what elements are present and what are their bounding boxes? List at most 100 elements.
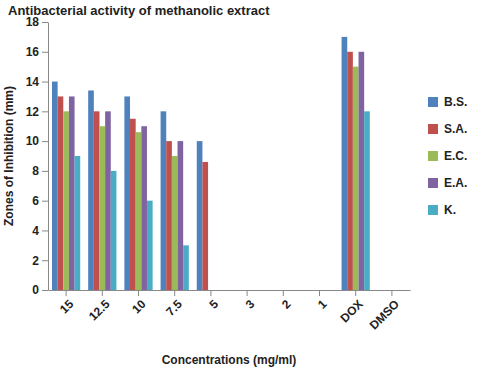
bar bbox=[88, 90, 94, 290]
bar bbox=[328, 290, 334, 291]
bars bbox=[52, 37, 370, 290]
y-tick-label: 12 bbox=[26, 105, 40, 119]
legend-label: K. bbox=[444, 203, 456, 217]
bar bbox=[250, 290, 256, 291]
y-tick-label: 8 bbox=[32, 164, 39, 178]
bar bbox=[322, 290, 328, 291]
bar bbox=[311, 290, 317, 291]
bar bbox=[136, 132, 142, 290]
x-tick-label: 3 bbox=[243, 297, 258, 312]
x-tick: 10 bbox=[129, 290, 149, 316]
x-tick-mark bbox=[102, 290, 103, 296]
y-tick-label: 10 bbox=[26, 134, 40, 148]
legend-swatch bbox=[428, 178, 438, 188]
bar bbox=[269, 290, 275, 291]
plot: 0246810121416181512.5107.55321DOXDMSO bbox=[26, 15, 411, 332]
bar bbox=[353, 67, 359, 290]
y-tick: 4 bbox=[32, 224, 48, 238]
bar bbox=[233, 290, 239, 291]
x-tick: 7.5 bbox=[163, 290, 185, 319]
y-tick-label: 2 bbox=[32, 254, 39, 268]
bar bbox=[172, 156, 178, 290]
y-tick: 14 bbox=[26, 75, 48, 89]
legend-swatch bbox=[428, 205, 438, 215]
bar bbox=[286, 290, 292, 291]
bar bbox=[364, 111, 370, 290]
bar bbox=[317, 290, 323, 291]
legend-label: B.S. bbox=[444, 95, 467, 109]
x-tick-mark bbox=[66, 290, 67, 296]
x-tick-label: 2 bbox=[279, 297, 294, 312]
bar bbox=[244, 290, 250, 291]
y-tick-label: 6 bbox=[32, 194, 39, 208]
series bbox=[75, 111, 370, 290]
y-tick-mark bbox=[42, 111, 48, 112]
x-tick-mark bbox=[247, 290, 248, 296]
x-tick-label: DOX bbox=[338, 297, 366, 325]
bar bbox=[147, 201, 153, 290]
x-tick-label: DMSO bbox=[367, 297, 402, 332]
y-axis: 024681012141618 bbox=[26, 15, 49, 297]
bar bbox=[94, 111, 100, 290]
x-tick: 2 bbox=[279, 290, 294, 312]
y-tick-label: 14 bbox=[26, 75, 40, 89]
legend-label: E.C. bbox=[444, 149, 467, 163]
chart: 0246810121416181512.5107.55321DOXDMSOAnt… bbox=[0, 0, 502, 374]
bar bbox=[105, 111, 111, 290]
x-tick: DOX bbox=[338, 290, 366, 325]
bar bbox=[292, 290, 298, 291]
bar bbox=[305, 290, 311, 291]
y-tick-label: 16 bbox=[26, 45, 40, 59]
y-tick-mark bbox=[42, 260, 48, 261]
bar bbox=[124, 96, 130, 290]
x-tick: 5 bbox=[206, 290, 221, 312]
bar bbox=[214, 290, 220, 291]
bar bbox=[52, 82, 58, 290]
series bbox=[52, 37, 347, 290]
bar bbox=[111, 171, 117, 290]
bar bbox=[383, 290, 389, 291]
x-tick-label: 7.5 bbox=[163, 297, 185, 319]
bar bbox=[178, 141, 184, 290]
x-tick-label: 12.5 bbox=[86, 297, 113, 324]
x-tick-mark bbox=[210, 290, 211, 296]
legend: B.S. S.A. E.C. E.A. K. bbox=[428, 95, 467, 217]
y-tick-label: 4 bbox=[32, 224, 39, 238]
y-tick: 10 bbox=[26, 134, 48, 148]
legend-label: E.A. bbox=[444, 176, 467, 190]
y-tick: 12 bbox=[26, 105, 48, 119]
y-axis-line bbox=[48, 23, 49, 291]
y-tick-mark bbox=[42, 201, 48, 202]
bar bbox=[197, 141, 203, 290]
legend-swatch bbox=[428, 124, 438, 134]
y-tick-mark bbox=[42, 82, 48, 83]
bar bbox=[239, 290, 245, 291]
bar bbox=[99, 126, 105, 290]
bar bbox=[359, 52, 365, 290]
bar bbox=[63, 111, 69, 290]
bar bbox=[256, 290, 262, 291]
x-tick: DMSO bbox=[367, 290, 402, 332]
y-tick: 0 bbox=[32, 283, 48, 297]
series bbox=[63, 67, 358, 290]
legend-swatch bbox=[428, 151, 438, 161]
bar bbox=[161, 111, 167, 290]
bar bbox=[208, 290, 214, 291]
bar bbox=[347, 52, 353, 290]
y-tick: 8 bbox=[32, 164, 48, 178]
bar bbox=[219, 290, 225, 291]
bar bbox=[75, 156, 81, 290]
bar bbox=[202, 162, 208, 290]
bar bbox=[69, 96, 75, 290]
x-tick: 1 bbox=[315, 290, 330, 312]
x-tick-label: 15 bbox=[57, 297, 77, 317]
x-tick: 15 bbox=[57, 290, 77, 316]
x-tick-mark bbox=[138, 290, 139, 296]
x-tick-mark bbox=[391, 290, 392, 296]
bar bbox=[275, 290, 281, 291]
y-tick-mark bbox=[42, 52, 48, 53]
y-tick: 16 bbox=[26, 45, 48, 59]
bar bbox=[166, 141, 172, 290]
bar bbox=[400, 290, 406, 291]
legend-label: S.A. bbox=[444, 122, 467, 136]
